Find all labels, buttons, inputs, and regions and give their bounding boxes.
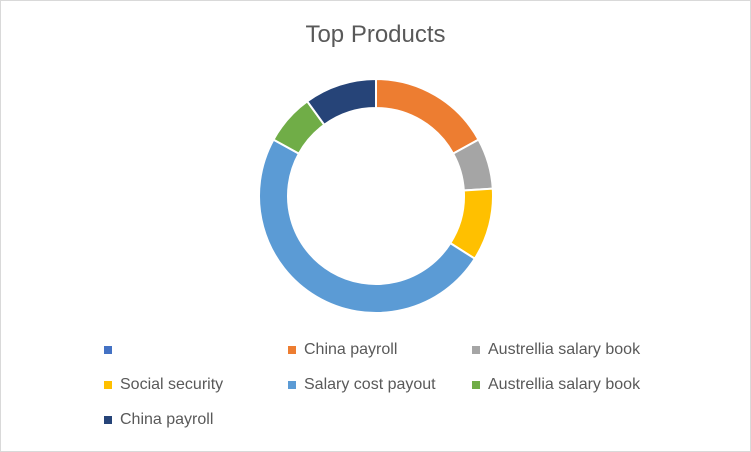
legend-swatch <box>472 346 480 354</box>
chart-legend: China payroll Austrellia salary book Socia… <box>104 341 704 429</box>
legend-item-1: China payroll <box>288 341 472 359</box>
legend-label: Salary cost payout <box>304 376 436 393</box>
legend-swatch <box>472 381 480 389</box>
legend-label: Austrellia salary book <box>488 341 641 358</box>
legend-item-5: Austrellia salary book <box>472 376 672 394</box>
legend-swatch <box>104 416 112 424</box>
donut-slice-6 <box>305 77 377 127</box>
legend-item-2: Austrellia salary book <box>472 341 672 359</box>
legend-label: China payroll <box>304 341 398 358</box>
legend-label: China payroll <box>120 411 214 428</box>
legend-label: Social security <box>120 376 224 393</box>
legend-item-3: Social security <box>104 376 288 394</box>
donut-slice-4 <box>258 138 477 314</box>
legend-swatch <box>104 381 112 389</box>
donut-slice-1 <box>375 77 480 155</box>
chart-title: Top Products <box>305 21 446 48</box>
legend-item-0 <box>104 341 288 359</box>
legend-swatch <box>288 381 296 389</box>
legend-swatch <box>288 346 296 354</box>
legend-label: Austrellia salary book <box>488 376 641 393</box>
legend-item-6: China payroll <box>104 411 288 429</box>
legend-swatch <box>104 346 112 354</box>
legend-item-4: Salary cost payout <box>288 376 472 394</box>
